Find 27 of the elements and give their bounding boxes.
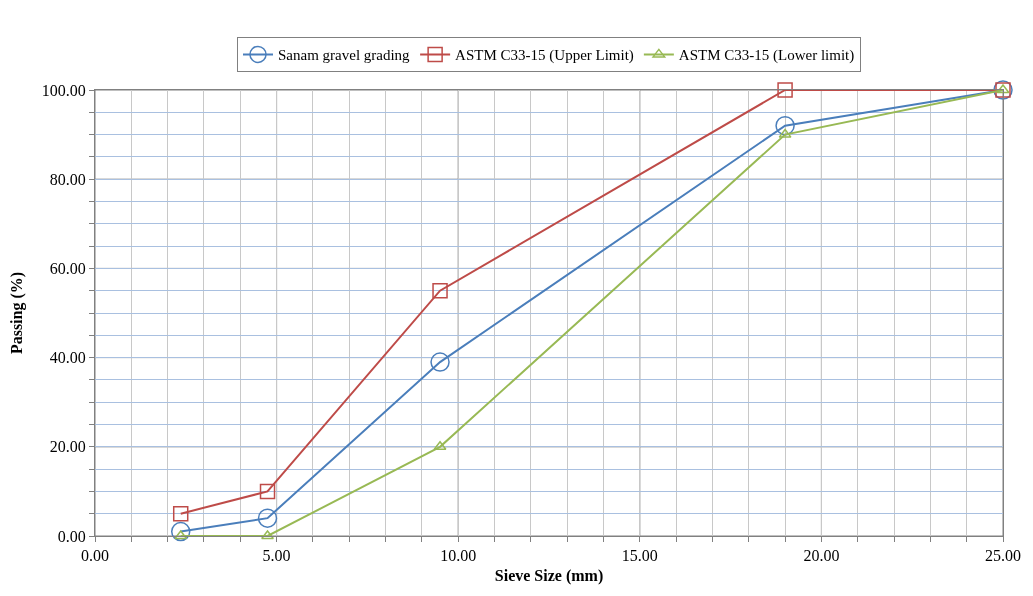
x-tick-label: 0.00 — [81, 547, 109, 565]
y-tick-label: 0.00 — [57, 527, 86, 545]
legend-label: ASTM C33-15 (Upper Limit) — [455, 47, 634, 65]
point — [777, 82, 793, 98]
point — [775, 115, 795, 136]
x-tick-label: 25.00 — [985, 547, 1021, 565]
point — [432, 282, 448, 299]
point — [261, 530, 275, 540]
y-tick-label: 20.00 — [49, 438, 86, 456]
y-tick-label: 40.00 — [49, 349, 86, 367]
y-tick-label: 80.00 — [49, 170, 86, 188]
x-tick-label: 5.00 — [262, 547, 291, 565]
x-tick-label: 20.00 — [803, 547, 840, 565]
point — [170, 521, 191, 542]
y-axis-title: Passing (%) — [7, 271, 26, 355]
point — [259, 483, 276, 500]
y-tick-label: 100.00 — [41, 81, 86, 99]
legend-label: Sanam gravel grading — [278, 47, 411, 64]
point — [430, 352, 450, 372]
point — [433, 441, 447, 451]
legend-label: ASTM C33-15 (Lower limit) — [678, 47, 855, 65]
x-axis-title: Sieve Size (mm) — [494, 566, 604, 585]
x-tick-label: 10.00 — [440, 547, 477, 565]
x-tick-label: 15.00 — [621, 547, 658, 565]
point — [172, 505, 189, 522]
point — [257, 508, 278, 528]
y-tick-label: 60.00 — [49, 260, 86, 277]
